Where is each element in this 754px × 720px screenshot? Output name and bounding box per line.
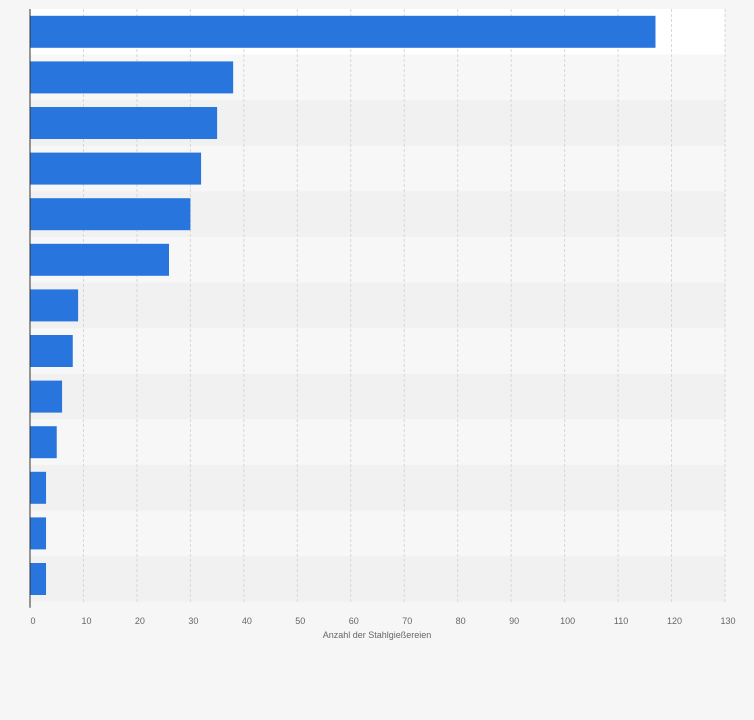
row-band <box>30 556 725 602</box>
row-band <box>30 419 725 465</box>
bar <box>30 335 73 367</box>
x-tick-label: 50 <box>295 616 305 626</box>
row-bands <box>30 9 725 602</box>
x-tick-label: 30 <box>188 616 198 626</box>
bar <box>30 243 169 276</box>
bar <box>30 152 202 185</box>
x-axis-title: Anzahl der Stahlgießereien <box>323 630 432 640</box>
x-tick-label: 20 <box>135 616 145 626</box>
x-tick-label: 40 <box>242 616 252 626</box>
x-tick-label: 90 <box>509 616 519 626</box>
row-band <box>30 510 725 557</box>
bar <box>30 471 47 504</box>
x-tick-label: 0 <box>30 616 35 626</box>
bar <box>30 426 57 459</box>
bars <box>30 15 656 595</box>
bar <box>30 107 218 139</box>
bar <box>30 61 234 94</box>
bar <box>30 517 47 550</box>
x-tick-label: 120 <box>667 616 682 626</box>
row-band <box>30 328 725 374</box>
x-tick-label: 80 <box>456 616 466 626</box>
x-tick-label: 70 <box>402 616 412 626</box>
row-band <box>30 373 725 420</box>
bar <box>30 198 191 231</box>
x-tick-label: 130 <box>720 616 735 626</box>
x-tick-label: 60 <box>349 616 359 626</box>
x-tick-label: 10 <box>81 616 91 626</box>
row-band <box>30 465 725 511</box>
x-tick-label: 110 <box>614 616 628 626</box>
bar <box>30 380 63 413</box>
bar <box>30 289 79 322</box>
row-band <box>30 282 725 329</box>
bar <box>30 563 47 595</box>
x-tick-label: 100 <box>560 616 575 626</box>
x-tick-labels: 0 10 20 30 40 50 60 70 80 90 100 110 120 130 <box>30 616 735 626</box>
gridlines <box>82 9 726 602</box>
bar <box>30 15 656 48</box>
